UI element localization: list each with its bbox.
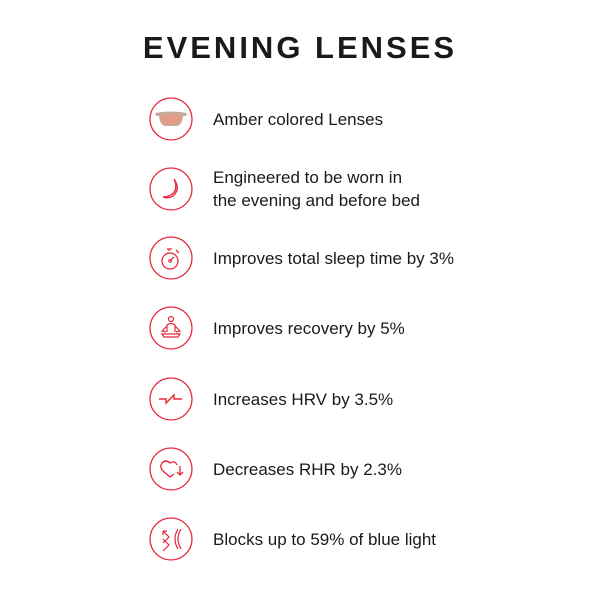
stopwatch-icon [149, 236, 193, 280]
feature-label: Amber colored Lenses [213, 109, 384, 129]
page-title: EVENING LENSES [142, 30, 458, 65]
feature-label-line: the evening and before bed [213, 191, 421, 210]
feature-item: Engineered to be worn in the evening and… [149, 166, 420, 212]
meditation-icon [149, 306, 193, 350]
feature-item: Blocks up to 59% of blue light [149, 516, 436, 562]
blue-light-block-icon [149, 517, 193, 561]
feature-label: Improves recovery by 5% [213, 318, 405, 338]
feature-label: Engineered to be worn in the evening and… [213, 166, 420, 212]
feature-label: Blocks up to 59% of blue light [213, 529, 437, 549]
heart-down-icon [149, 447, 193, 491]
heart-rate-variability-icon [149, 377, 193, 421]
feature-item: Improves total sleep time by 3% [149, 235, 454, 281]
feature-item: Improves recovery by 5% [149, 305, 405, 351]
feature-label-line: Engineered to be worn in [213, 168, 403, 187]
moon-icon [149, 167, 193, 211]
feature-item: Decreases RHR by 2.3% [149, 446, 402, 492]
feature-label: Decreases RHR by 2.3% [213, 459, 402, 479]
feature-item: Increases HRV by 3.5% [149, 376, 393, 422]
sunglasses-icon [149, 97, 193, 141]
feature-item: Amber colored Lenses [149, 96, 383, 142]
feature-label: Increases HRV by 3.5% [213, 389, 394, 409]
feature-label: Improves total sleep time by 3% [213, 248, 454, 268]
